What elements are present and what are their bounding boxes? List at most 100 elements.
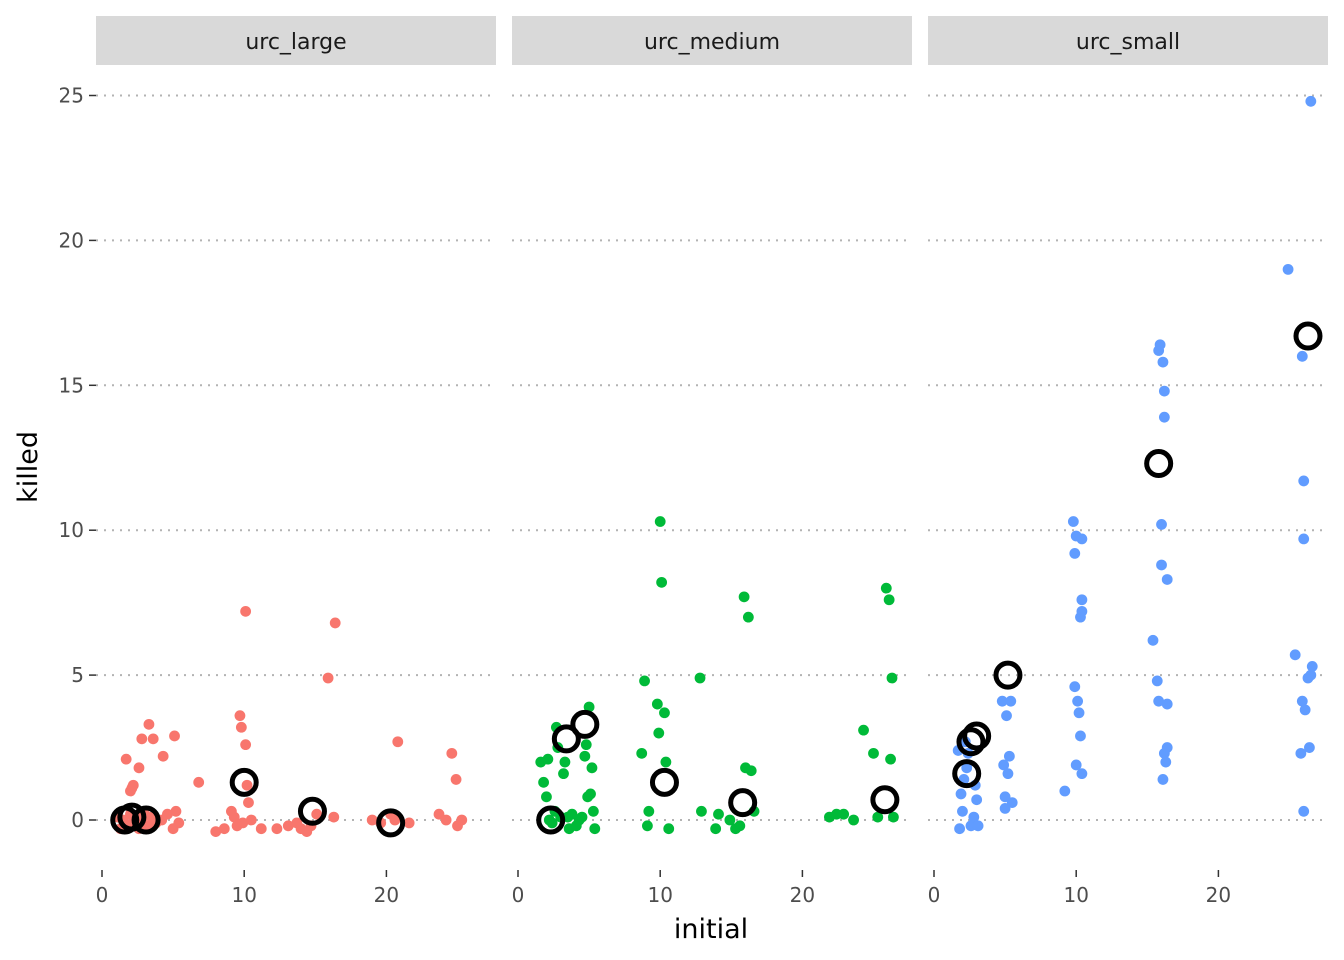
data-point xyxy=(389,814,401,826)
data-point xyxy=(639,675,650,687)
data-point xyxy=(742,611,754,623)
data-point xyxy=(1076,533,1088,545)
data-point xyxy=(1161,574,1173,585)
mean-marker xyxy=(956,727,986,757)
data-point xyxy=(1295,747,1307,759)
y-tick-label: 0 xyxy=(71,808,84,832)
data-point xyxy=(738,591,750,603)
x-tick-label: 10 xyxy=(231,883,256,907)
data-point xyxy=(579,750,591,762)
data-point xyxy=(1158,411,1170,423)
data-point xyxy=(446,747,458,759)
data-point xyxy=(1154,339,1166,351)
data-point xyxy=(328,811,340,823)
data-point xyxy=(1157,356,1169,368)
data-point xyxy=(1158,385,1170,397)
data-point xyxy=(541,791,552,803)
data-point xyxy=(1075,730,1086,742)
data-point xyxy=(880,582,892,594)
data-point xyxy=(696,805,707,817)
data-point xyxy=(127,779,139,791)
data-point xyxy=(228,811,240,823)
data-point xyxy=(559,756,571,768)
data-point xyxy=(587,805,599,817)
data-point xyxy=(1001,710,1012,722)
mean-marker xyxy=(376,808,406,838)
y-axis: 0 5 10 15 20 25 xyxy=(59,84,96,832)
data-point xyxy=(245,814,257,826)
mean-marker xyxy=(131,805,161,835)
data-point xyxy=(162,808,173,820)
mean-marker xyxy=(728,788,758,818)
mean-marker xyxy=(297,796,327,826)
data-point xyxy=(1305,669,1317,681)
data-point xyxy=(1002,768,1014,780)
y-tick-label: 20 xyxy=(59,228,84,252)
data-point xyxy=(1076,768,1088,780)
mean-marker xyxy=(570,709,600,739)
data-point xyxy=(173,817,185,829)
data-point xyxy=(888,811,899,823)
data-point xyxy=(580,739,592,751)
mean-marker xyxy=(870,785,900,815)
data-point xyxy=(872,811,884,823)
mean-marker xyxy=(962,721,992,751)
data-point xyxy=(456,814,468,826)
data-point xyxy=(996,695,1008,707)
x-tick-label: 10 xyxy=(647,883,672,907)
data-point xyxy=(968,811,980,823)
mean-marker xyxy=(117,802,147,832)
x-axis: 0 10 20 0 10 20 0 10 20 xyxy=(96,870,1231,907)
data-point xyxy=(542,753,554,765)
data-point xyxy=(585,788,596,800)
data-point xyxy=(653,727,665,739)
data-point xyxy=(392,736,404,748)
x-tick-label: 0 xyxy=(928,883,941,907)
data-point xyxy=(234,710,246,722)
y-tick-label: 25 xyxy=(59,84,84,108)
data-point xyxy=(868,747,879,759)
grid-layer xyxy=(96,94,1328,821)
data-point xyxy=(663,823,675,835)
data-point xyxy=(1296,695,1308,707)
y-axis-title: killed xyxy=(13,431,44,503)
data-point xyxy=(1296,350,1308,362)
data-point xyxy=(1073,707,1085,719)
data-point xyxy=(694,672,706,684)
mean-marker xyxy=(993,660,1023,690)
data-point xyxy=(136,733,148,745)
data-point xyxy=(955,788,967,800)
y-tick-label: 15 xyxy=(59,373,84,397)
data-point xyxy=(1298,533,1310,545)
data-point xyxy=(1072,695,1084,707)
data-point xyxy=(1161,698,1173,710)
data-point xyxy=(271,823,283,835)
data-point xyxy=(538,776,549,788)
data-point xyxy=(1298,805,1310,817)
facet-strip-background xyxy=(96,16,496,65)
data-point xyxy=(143,718,155,730)
data-point xyxy=(724,814,736,826)
data-point xyxy=(710,823,722,835)
data-point xyxy=(883,594,895,606)
y-tick-label: 5 xyxy=(71,663,84,687)
data-point xyxy=(240,739,252,751)
x-tick-label: 20 xyxy=(374,883,399,907)
data-point xyxy=(255,823,267,835)
data-point xyxy=(1282,263,1294,275)
data-point xyxy=(1005,695,1017,707)
data-point xyxy=(1069,681,1081,693)
data-point xyxy=(1003,750,1015,762)
data-point xyxy=(999,803,1011,814)
data-point xyxy=(1156,519,1167,530)
data-point xyxy=(586,762,598,774)
data-point xyxy=(1304,742,1315,753)
data-point xyxy=(885,753,896,765)
data-point xyxy=(1147,634,1159,646)
mean-marker xyxy=(952,759,982,789)
data-point xyxy=(322,672,334,684)
data-point xyxy=(971,794,983,806)
data-point xyxy=(745,765,757,777)
facet-strip-label: urc_medium xyxy=(644,30,780,55)
data-point xyxy=(734,820,746,832)
